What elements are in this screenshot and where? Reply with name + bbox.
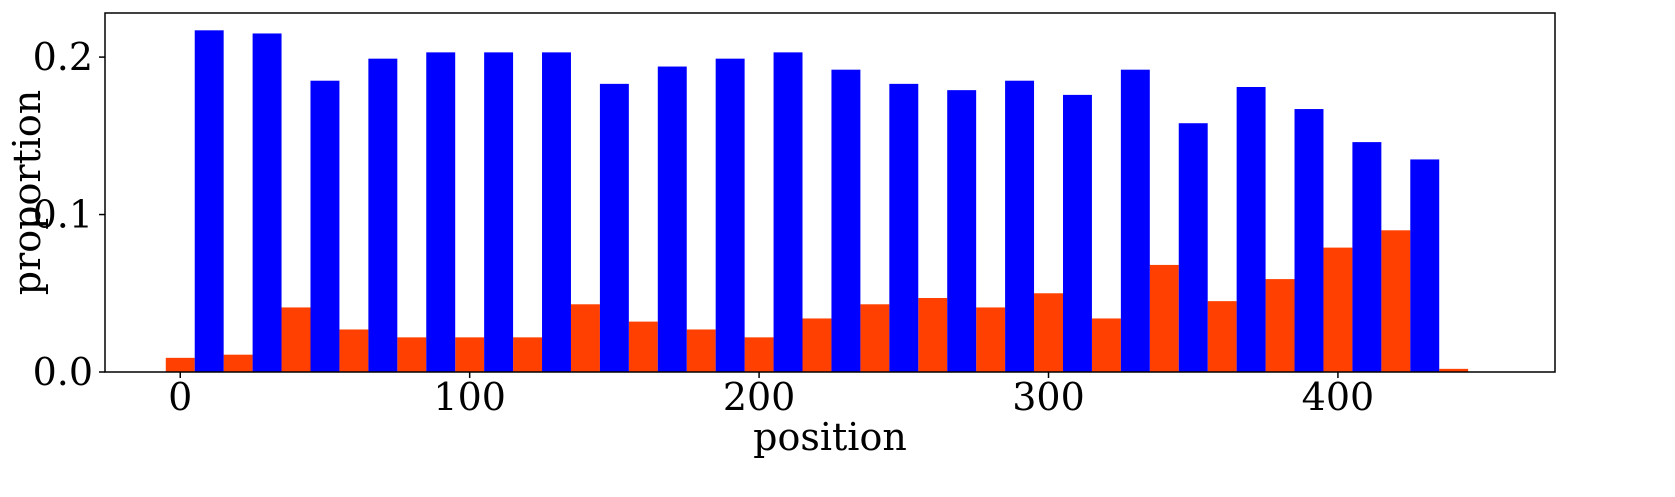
- bar-series-1-bin-440: [1439, 368, 1469, 372]
- x-tick-label: 300: [1012, 375, 1085, 419]
- bar-series-2-bin-240: [889, 83, 919, 373]
- bar-series-2-bin-120: [542, 52, 571, 372]
- bars-group: [165, 30, 1469, 373]
- bar-series-1-bin-320: [1091, 318, 1121, 372]
- bar-series-1-bin-40: [281, 307, 311, 372]
- bar-series-1-bin-240: [860, 304, 890, 372]
- bar-series-2-bin-300: [1062, 94, 1092, 372]
- bar-series-1-bin-400: [1323, 247, 1353, 372]
- bar-series-2-bin-260: [947, 90, 977, 373]
- bar-series-2-bin-220: [831, 69, 861, 373]
- x-tick-label: 0: [168, 375, 192, 419]
- bar-series-2-bin-340: [1178, 123, 1208, 372]
- bar-series-2-bin-380: [1294, 109, 1324, 372]
- bar-series-1-bin-380: [1265, 279, 1295, 372]
- bar-series-2-bin-280: [1005, 80, 1035, 372]
- bar-series-2-bin-360: [1236, 87, 1266, 372]
- bar-series-1-bin-220: [802, 318, 832, 372]
- bar-series-1-bin-260: [918, 297, 948, 372]
- bar-series-2-bin-0: [194, 30, 224, 372]
- bar-series-2-bin-160: [657, 66, 687, 372]
- x-tick-label: 200: [723, 375, 796, 419]
- bar-series-2-bin-140: [599, 83, 629, 373]
- x-tick-label: 100: [433, 375, 506, 419]
- plot-frame: [104, 12, 1556, 373]
- bar-series-1-bin-340: [1149, 264, 1179, 372]
- bar-series-2-bin-200: [773, 52, 803, 372]
- bar-series-2-bin-100: [484, 52, 514, 372]
- bar-series-1-bin-300: [1034, 293, 1063, 372]
- y-tick-label: 0.1: [33, 193, 93, 237]
- bar-series-2-bin-20: [252, 33, 282, 372]
- bar-series-1-bin-140: [570, 304, 600, 372]
- bar-series-2-bin-180: [715, 58, 745, 372]
- bar-series-1-bin-20: [223, 354, 253, 372]
- bar-series-1-bin-160: [628, 321, 658, 372]
- bar-series-1-bin-280: [976, 307, 1006, 372]
- x-tick-label: 400: [1302, 375, 1375, 419]
- bar-series-1-bin-60: [339, 329, 369, 372]
- bar-series-1-bin-0: [165, 357, 195, 372]
- y-tick-label: 0.2: [33, 35, 93, 79]
- bar-series-1-bin-80: [397, 337, 427, 372]
- bar-series-1-bin-180: [686, 329, 716, 372]
- bar-series-2-bin-80: [426, 52, 456, 372]
- y-tick-label: 0.0: [33, 350, 93, 394]
- x-axis-label: position: [753, 415, 907, 459]
- bar-series-1-bin-360: [1207, 301, 1237, 372]
- bar-series-2-bin-40: [310, 80, 340, 372]
- y-axis-label: proportion: [5, 90, 49, 296]
- bar-series-2-bin-320: [1120, 69, 1150, 373]
- bar-series-2-bin-60: [368, 58, 398, 372]
- bar-series-1-bin-100: [455, 337, 485, 372]
- bar-series-1-bin-420: [1381, 230, 1411, 372]
- bar-series-1-bin-120: [513, 337, 543, 372]
- x-axis: 0 100 200 300 400: [168, 372, 1374, 419]
- bar-series-2-bin-420: [1410, 159, 1440, 372]
- bar-series-2-bin-400: [1352, 142, 1382, 372]
- bar-series-1-bin-200: [744, 337, 774, 372]
- y-axis: 0.0 0.1 0.2: [33, 35, 105, 394]
